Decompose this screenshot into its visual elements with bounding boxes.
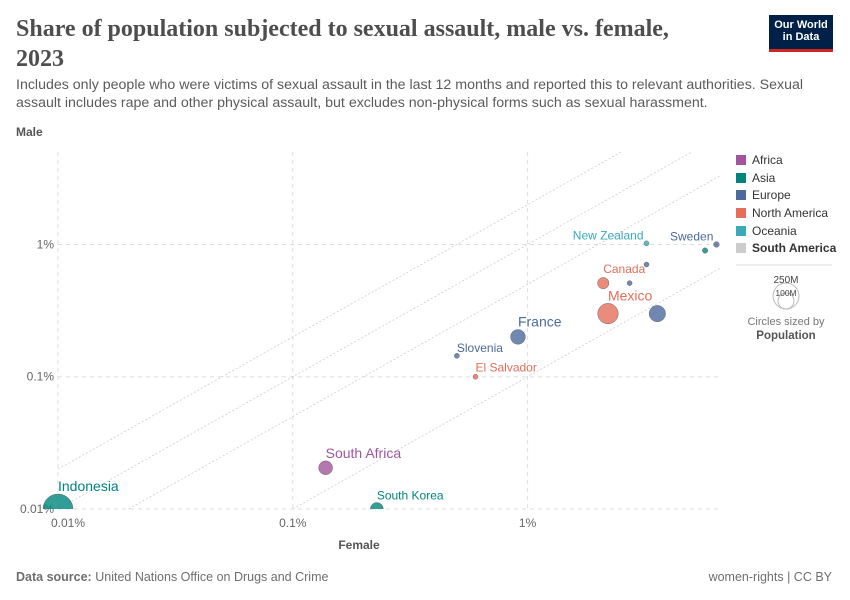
point-label: Mexico <box>608 288 653 304</box>
point-label: Canada <box>603 262 645 276</box>
owid-logo[interactable]: Our World in Data <box>769 15 833 52</box>
legend-item[interactable]: Europe <box>736 186 836 204</box>
legend-swatch <box>736 225 746 236</box>
legend-item[interactable]: Asia <box>736 169 836 187</box>
data-point[interactable] <box>318 460 333 475</box>
logo-line2: in Data <box>782 31 820 43</box>
legend-item[interactable]: North America <box>736 204 836 222</box>
point-label: France <box>518 314 562 330</box>
data-point[interactable] <box>702 247 708 254</box>
x-tick-label: 1% <box>519 516 537 530</box>
legend-label: South America <box>752 241 837 256</box>
data-point[interactable] <box>510 329 526 345</box>
x-tick-label: 0.1% <box>279 516 307 530</box>
legend-swatch <box>736 243 746 254</box>
legend-label: Europe <box>752 188 791 203</box>
legend-item[interactable]: Africa <box>736 151 836 169</box>
data-point[interactable] <box>370 502 384 516</box>
data-point[interactable] <box>648 305 666 323</box>
legend: Africa Asia Europe North America Oceania Sout… <box>736 151 836 257</box>
chart-subtitle: Includes only people who were victims of… <box>16 77 804 111</box>
point-label: Slovenia <box>457 341 503 355</box>
ratio-line <box>128 175 721 510</box>
point-label: South Korea <box>377 489 444 503</box>
legend-label: Asia <box>752 170 776 185</box>
legend-label: Oceania <box>752 223 797 238</box>
data-source: Data source: United Nations Office on Dr… <box>16 570 328 584</box>
point-label: New Zealand <box>573 228 644 242</box>
logo-line1: Our World <box>774 19 828 31</box>
ratio-line <box>57 151 622 470</box>
data-point[interactable] <box>454 353 460 359</box>
size-legend-small-label: 100M <box>775 288 796 298</box>
data-point[interactable] <box>626 280 633 286</box>
x-axis-label: Female <box>338 538 380 552</box>
point-label: Indonesia <box>58 478 119 494</box>
points <box>42 240 720 524</box>
y-tick-label: 0.1% <box>27 370 55 384</box>
size-legend-large-label: 250M <box>773 275 798 286</box>
x-tick-label: 0.01% <box>51 516 85 530</box>
chart-title: Share of population subjected to sexual … <box>16 16 669 72</box>
data-point[interactable] <box>472 373 479 380</box>
source-label: Data source: <box>16 570 92 584</box>
size-legend-caption: Circles sized by <box>747 316 825 328</box>
data-point[interactable] <box>42 493 74 524</box>
size-legend-variable: Population <box>756 330 815 342</box>
y-axis-label: Male <box>16 125 43 139</box>
legend-item[interactable]: South America <box>736 239 836 257</box>
data-point[interactable] <box>597 303 619 325</box>
size-legend-small <box>777 292 795 310</box>
data-point[interactable] <box>597 277 610 290</box>
ratio-line <box>57 151 692 510</box>
data-point[interactable] <box>643 261 650 268</box>
legend-label: North America <box>752 205 829 220</box>
point-label: El Salvador <box>475 361 536 375</box>
point-label: South Africa <box>326 445 402 461</box>
legend-swatch <box>736 172 746 183</box>
data-point[interactable] <box>713 241 720 248</box>
point-label: Sweden <box>670 229 713 243</box>
legend-label: Africa <box>752 152 783 167</box>
ratio-line <box>292 267 721 510</box>
y-tick-label: 1% <box>37 237 55 251</box>
source-text: United Nations Office on Drugs and Crime <box>95 570 329 584</box>
legend-swatch <box>736 207 746 218</box>
legend-swatch <box>736 190 746 201</box>
legend-item[interactable]: Oceania <box>736 222 836 240</box>
footer-right[interactable]: women-rights | CC BY <box>708 570 832 584</box>
legend-swatch <box>736 154 746 165</box>
data-point[interactable] <box>643 240 650 247</box>
